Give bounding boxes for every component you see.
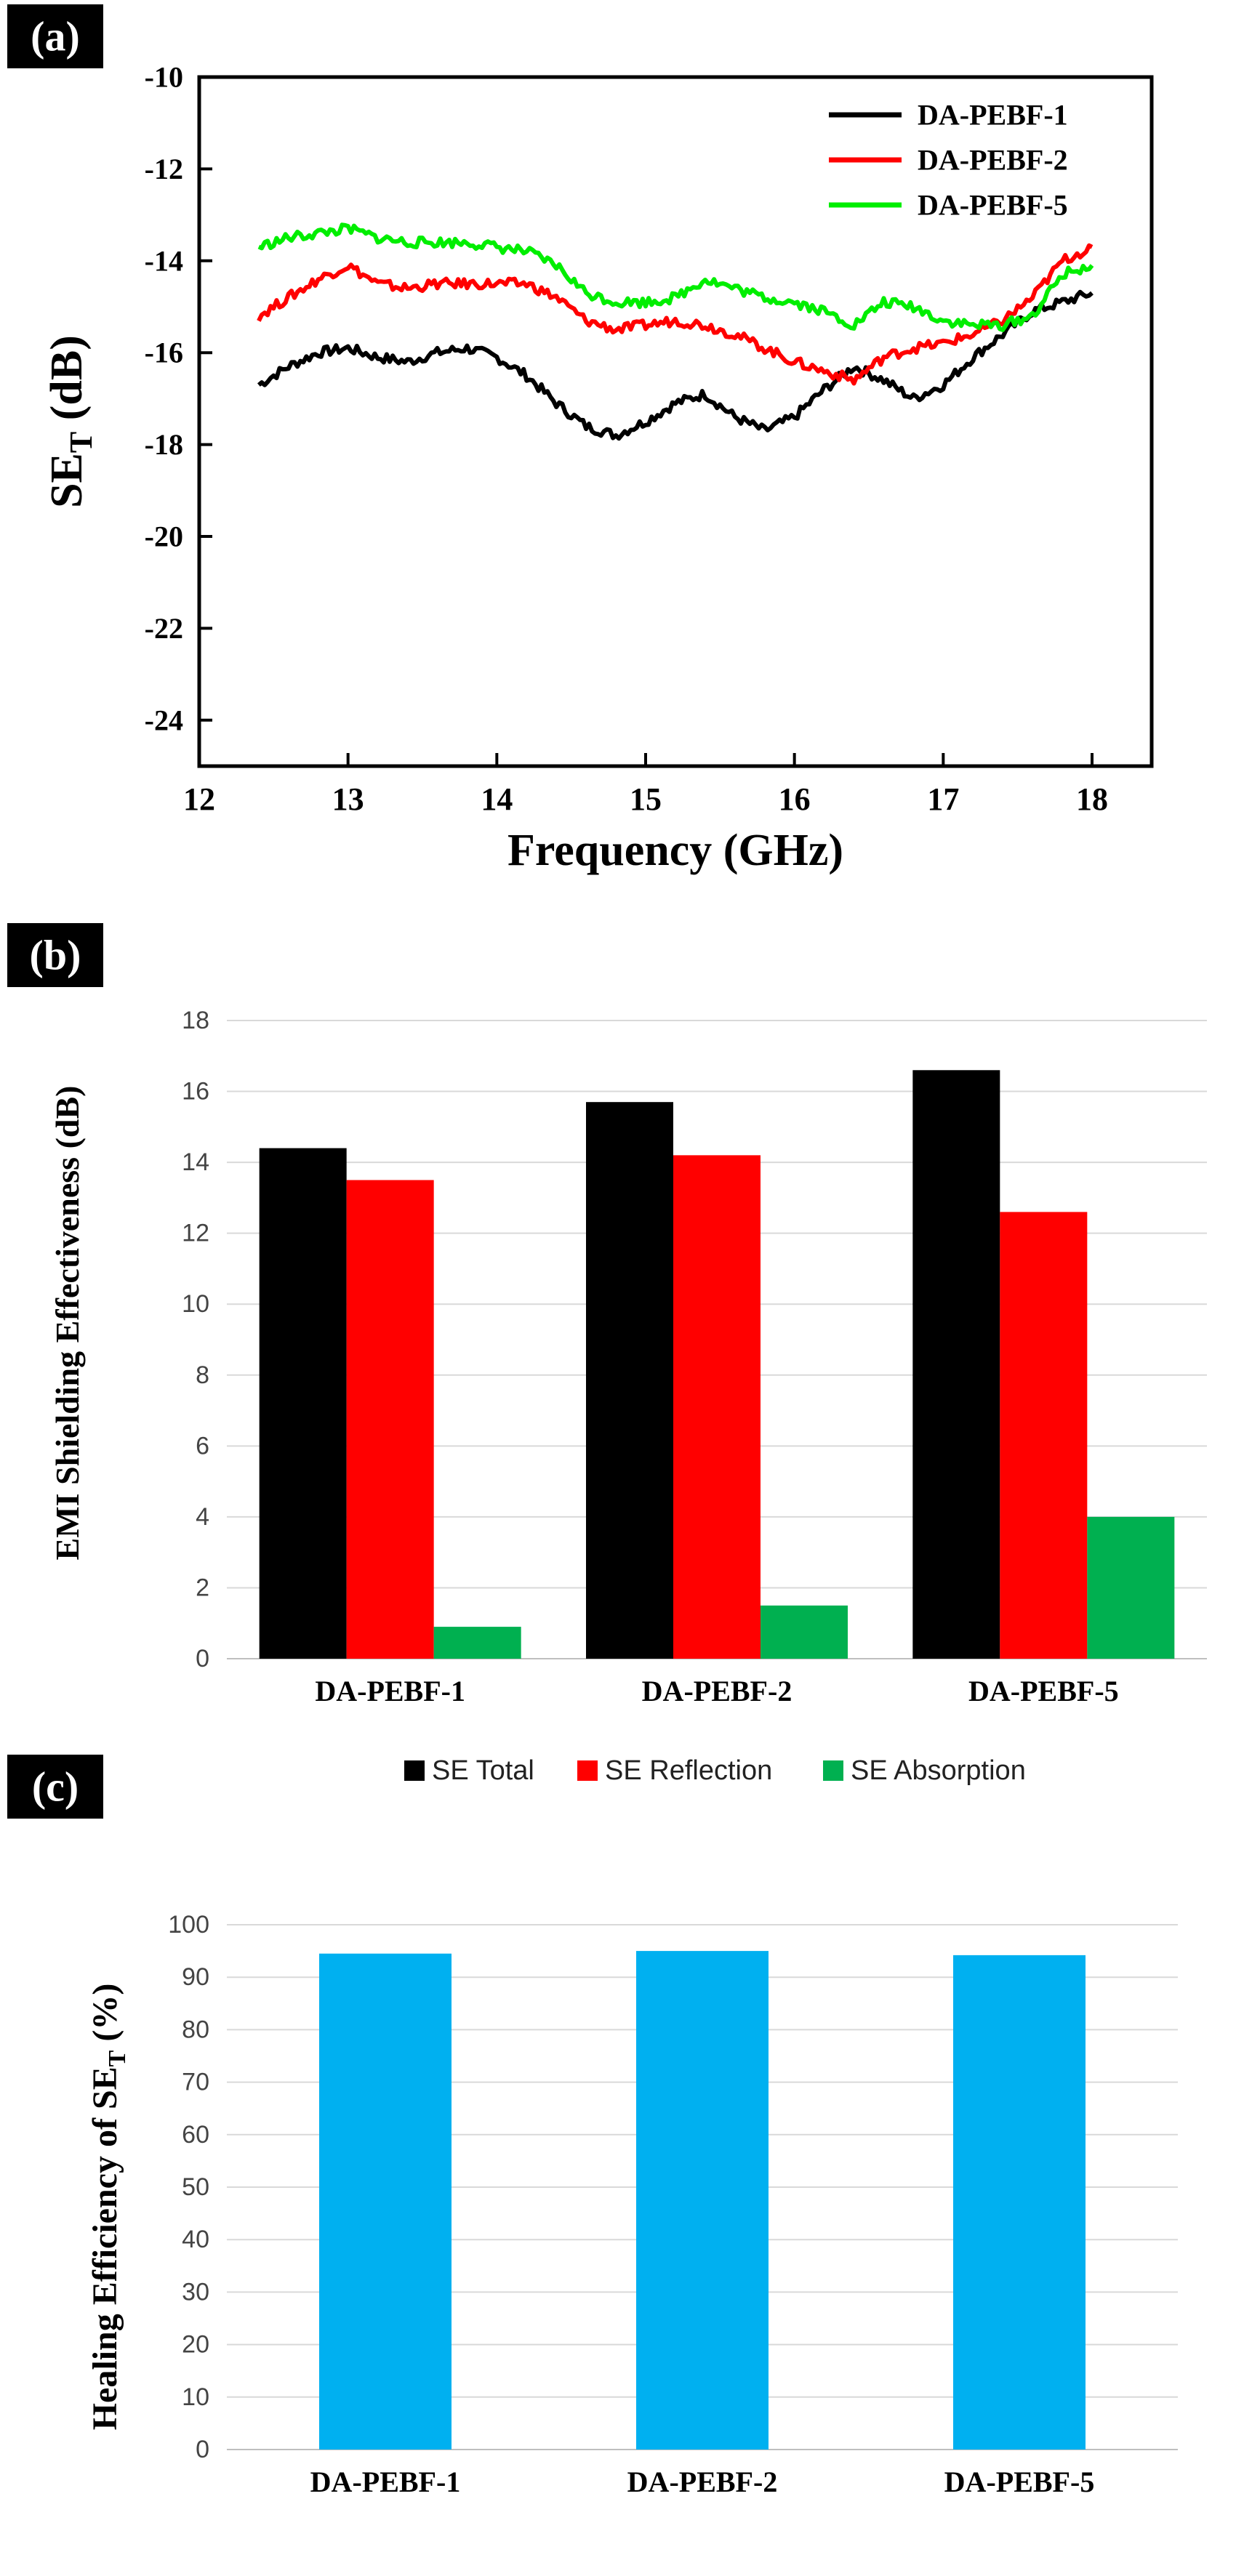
chart-c-category-labels: DA-PEBF-1 DA-PEBF-2 DA-PEBF-5 [310, 2466, 1095, 2498]
chart-a-y-axis-label: SET (dB) [42, 335, 99, 508]
chart-b-legend-label: SE Total [432, 1755, 534, 1786]
chart-c-y-tick-label: 60 [182, 2121, 209, 2149]
chart-a-x-tick-label: 13 [332, 781, 364, 817]
chart-a-x-tick-label: 16 [779, 781, 811, 817]
chart-a-x-tick-label: 14 [481, 781, 513, 817]
chart-b-category-labels: DA-PEBF-1 DA-PEBF-2 DA-PEBF-5 [315, 1675, 1118, 1707]
chart-c-y-tick-label: 20 [182, 2331, 209, 2359]
chart-b-category-label: DA-PEBF-5 [968, 1675, 1119, 1707]
chart-b-y-tick-label: 16 [182, 1078, 209, 1106]
chart-c-y-tick-label: 80 [182, 2016, 209, 2043]
panel-a-label: (a) [31, 13, 80, 60]
chart-a-x-tick-label: 15 [630, 781, 662, 817]
chart-a-line-da-pebf-1 [257, 289, 1094, 441]
chart-c-ylabel-tail: (%) [86, 1984, 124, 2050]
chart-c-y-tick-label: 70 [182, 2069, 209, 2096]
chart-c-y-tick-label: 40 [182, 2226, 209, 2253]
chart-b-bar-da-pebf-1-se-absorption [433, 1627, 521, 1659]
chart-a-y-tick-label: -20 [145, 520, 183, 553]
chart-b-y-axis-label: EMI Shielding Effectiveness (dB) [49, 1086, 86, 1561]
chart-a-x-tick-label: 17 [927, 781, 959, 817]
chart-a-ylabel-tail: (dB) [42, 335, 92, 432]
chart-a-frame [197, 75, 1154, 768]
chart-b-bar-da-pebf-5-se-absorption [1087, 1516, 1175, 1659]
chart-b-category-label: DA-PEBF-2 [642, 1675, 792, 1707]
panel-c-badge [7, 1755, 103, 1819]
chart-b-bar-da-pebf-2-se-absorption [761, 1605, 848, 1659]
chart-b-bar-da-pebf-5-se-total [912, 1070, 1000, 1659]
chart-b-y-ticks: 0 2 4 6 8 10 12 14 16 18 [182, 1007, 209, 1673]
chart-b-y-tick-label: 18 [182, 1007, 209, 1034]
chart-b-y-tick-label: 6 [196, 1432, 209, 1460]
panel-b-label: (b) [30, 932, 81, 979]
chart-b-bar-da-pebf-1-se-reflection [346, 1180, 434, 1659]
chart-b-legend-swatch [404, 1760, 425, 1781]
chart-a-ylabel-main: SE [42, 453, 92, 508]
chart-a-x-tick-label: 18 [1076, 781, 1108, 817]
chart-a-line-da-pebf-5 [257, 222, 1094, 332]
chart-a-legend-label: DA-PEBF-2 [918, 144, 1068, 177]
chart-b-bar-da-pebf-2-se-reflection [673, 1155, 761, 1659]
chart-b-y-tick-label: 10 [182, 1290, 209, 1318]
chart-c-category-label: DA-PEBF-5 [944, 2466, 1095, 2498]
chart-b-bars [259, 1070, 1175, 1659]
chart-b-category-label: DA-PEBF-1 [315, 1675, 465, 1707]
chart-c-category-label: DA-PEBF-1 [310, 2466, 461, 2498]
chart-a-legend-label: DA-PEBF-5 [918, 189, 1068, 222]
chart-b-legend-swatch [823, 1760, 843, 1781]
chart-a-legend: DA-PEBF-1 DA-PEBF-2 DA-PEBF-5 [829, 99, 1068, 222]
panel-c-label: (c) [32, 1763, 79, 1811]
chart-a-y-ticks: -10 -12 -14 -16 -18 -20 -22 -24 [145, 61, 212, 736]
chart-a-y-tick-label: -14 [145, 244, 183, 277]
chart-b-bar-da-pebf-1-se-total [259, 1148, 347, 1659]
chart-c-bar-da-pebf-1-healing-efficiency [319, 1953, 452, 2450]
chart-c-ylabel-sub: T [104, 2050, 131, 2066]
chart-b-y-tick-label: 8 [196, 1361, 209, 1389]
chart-b-y-tick-label: 0 [196, 1645, 209, 1673]
chart-c-bar-da-pebf-2-healing-efficiency [636, 1951, 769, 2450]
chart-c-bars [319, 1951, 1086, 2450]
chart-b-y-tick-label: 12 [182, 1220, 209, 1247]
chart-c-y-tick-label: 50 [182, 2173, 209, 2201]
chart-b-legend-label: SE Reflection [605, 1755, 772, 1786]
chart-a-y-tick-label: -22 [145, 612, 183, 645]
chart-a-x-ticks: 12 13 14 15 16 17 18 [183, 753, 1108, 817]
chart-a-line-da-pebf-2 [257, 243, 1094, 386]
chart-b-legend: SE Total SE Reflection SE Absorption [404, 1755, 1026, 1786]
chart-a-y-tick-label: -12 [145, 153, 183, 185]
chart-b-y-tick-label: 14 [182, 1148, 209, 1176]
panel-b-badge [7, 923, 103, 987]
chart-c-category-label: DA-PEBF-2 [627, 2466, 778, 2498]
chart-a-y-tick-label: -10 [145, 61, 183, 94]
chart-a-ylabel-sub: T [63, 432, 99, 453]
chart-b-y-tick-label: 4 [196, 1503, 209, 1531]
chart-c-y-tick-label: 0 [196, 2436, 209, 2463]
chart-b-bar-da-pebf-2-se-total [586, 1102, 673, 1659]
chart-a-y-tick-label: -18 [145, 428, 183, 461]
chart-b-y-tick-label: 2 [196, 1574, 209, 1601]
chart-c-ylabel-main: Healing Efficiency of SE [86, 2066, 124, 2430]
chart-c-y-tick-label: 90 [182, 1963, 209, 1991]
chart-b-legend-swatch [577, 1760, 598, 1781]
chart-a-x-axis-label: Frequency (GHz) [507, 826, 843, 875]
chart-b-legend-label: SE Absorption [851, 1755, 1026, 1786]
chart-a-series-lines [257, 222, 1094, 441]
chart-c-y-tick-label: 10 [182, 2383, 209, 2411]
chart-c-y-ticks: 0 10 20 30 40 50 60 70 80 90 100 [168, 1911, 209, 2463]
chart-a-legend-label: DA-PEBF-1 [918, 99, 1068, 132]
panel-a-badge [7, 4, 103, 68]
chart-c-y-tick-label: 30 [182, 2278, 209, 2306]
chart-a-y-tick-label: -24 [145, 704, 183, 736]
chart-c-y-tick-label: 100 [168, 1911, 209, 1939]
chart-b-bar-da-pebf-5-se-reflection [1000, 1212, 1088, 1659]
chart-c-bar-da-pebf-5-healing-efficiency [953, 1955, 1086, 2450]
chart-c-y-axis-label: Healing Efficiency of SET (%) [86, 1984, 131, 2431]
chart-a-x-tick-label: 12 [183, 781, 215, 817]
panel-a: (a) -10-12-14-16-18-20-22-24 12 13 14 15 16 1… [7, 4, 1154, 875]
chart-a-y-tick-label: -16 [145, 337, 183, 369]
